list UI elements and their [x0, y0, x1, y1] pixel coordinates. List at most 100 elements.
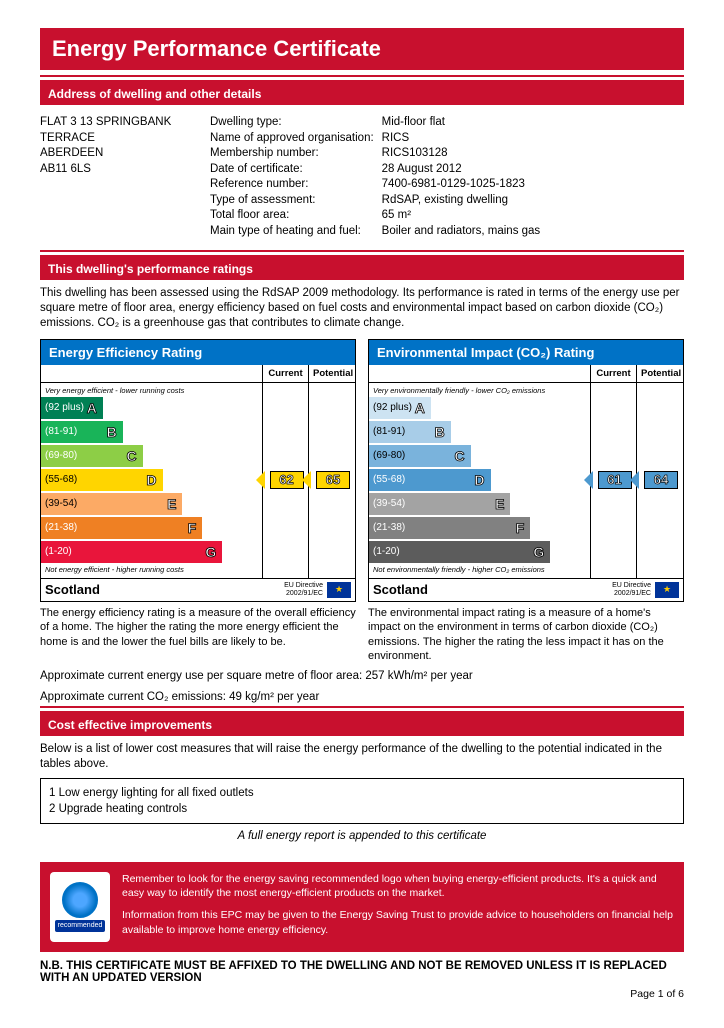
description-row: The energy efficiency rating is a measur… [40, 606, 684, 663]
info-para-2: Information from this EPC may be given t… [122, 908, 674, 936]
approx-energy-use: Approximate current energy use per squar… [40, 669, 684, 684]
info-banner-text: Remember to look for the energy saving r… [122, 872, 674, 942]
band-letter: C [455, 448, 465, 464]
band-letter: D [146, 472, 156, 488]
logo-recommended-label: recommended [55, 920, 106, 931]
efficiency-col-potential: Potential [309, 365, 355, 382]
efficiency-eu-directive: EU Directive 2002/91/EC ★ [284, 582, 351, 598]
band-letter: D [474, 472, 484, 488]
efficiency-band-f: (21-38) F [41, 517, 202, 539]
efficiency-current-arrow: 62 [270, 471, 304, 489]
label-reference: Reference number: [210, 177, 374, 193]
performance-intro: This dwelling has been assessed using th… [40, 286, 684, 331]
efficiency-country: Scotland [45, 582, 100, 597]
impact-band-b: (81-91) B [369, 421, 451, 443]
efficiency-potential-arrow: 65 [316, 471, 350, 489]
value-org-name: RICS [382, 131, 541, 147]
address-block: FLAT 3 13 SPRINGBANK TERRACE ABERDEEN AB… [40, 111, 684, 243]
address-section-header: Address of dwelling and other details [40, 80, 684, 105]
band-range: (69-80) [373, 450, 405, 461]
impact-note-bottom: Not environmentally friendly - higher CO… [369, 564, 590, 575]
label-org-name: Name of approved organisation: [210, 131, 374, 147]
address-line-3: ABERDEEN [40, 146, 190, 162]
band-letter: B [435, 424, 445, 440]
improvement-item-1: 1 Low energy lighting for all fixed outl… [49, 785, 675, 801]
band-letter: A [87, 400, 97, 416]
impact-note-top: Very environmentally friendly - lower CO… [369, 385, 590, 396]
band-range: (81-91) [373, 426, 405, 437]
label-heating: Main type of heating and fuel: [210, 224, 374, 240]
value-date: 28 August 2012 [382, 162, 541, 178]
value-floor-area: 65 m² [382, 208, 541, 224]
improvements-box: 1 Low energy lighting for all fixed outl… [40, 778, 684, 824]
efficiency-note-top: Very energy efficient - lower running co… [41, 385, 262, 396]
efficiency-title: Energy Efficiency Rating [41, 340, 355, 365]
impact-country: Scotland [373, 582, 428, 597]
band-range: (55-68) [45, 474, 77, 485]
approx-co2-emissions: Approximate current CO₂ emissions: 49 kg… [40, 690, 684, 705]
efficiency-potential-col: 65 [309, 383, 355, 578]
band-range: (39-54) [45, 498, 77, 509]
ratings-row: Energy Efficiency Rating Current Potenti… [40, 339, 684, 602]
performance-section-header: This dwelling's performance ratings [40, 255, 684, 280]
band-range: (55-68) [373, 474, 405, 485]
appendix-note: A full energy report is appended to this… [40, 830, 684, 842]
band-range: (92 plus) [45, 402, 84, 413]
efficiency-band-d: (55-68) D [41, 469, 163, 491]
band-letter: E [167, 496, 176, 512]
detail-labels: Dwelling type: Name of approved organisa… [210, 115, 374, 239]
energy-saving-trust-logo: recommended [50, 872, 110, 942]
label-membership: Membership number: [210, 146, 374, 162]
impact-band-c: (69-80) C [369, 445, 471, 467]
efficiency-col-current: Current [263, 365, 309, 382]
nb-notice: N.B. THIS CERTIFICATE MUST BE AFFIXED TO… [40, 960, 684, 984]
efficiency-band-e: (39-54) E [41, 493, 182, 515]
band-letter: G [205, 544, 216, 560]
impact-band-g: (1-20) G [369, 541, 550, 563]
band-range: (1-20) [45, 546, 72, 557]
efficiency-column-headers: Current Potential [41, 365, 355, 383]
impact-title: Environmental Impact (CO₂) Rating [369, 340, 683, 365]
band-letter: A [415, 400, 425, 416]
page-number: Page 1 of 6 [40, 988, 684, 1000]
label-date: Date of certificate: [210, 162, 374, 178]
impact-col-potential: Potential [637, 365, 683, 382]
value-reference: 7400-6981-0129-1025-1823 [382, 177, 541, 193]
band-letter: B [107, 424, 117, 440]
impact-band-e: (39-54) E [369, 493, 510, 515]
improvements-intro: Below is a list of lower cost measures t… [40, 742, 684, 772]
band-letter: F [188, 520, 197, 536]
efficiency-band-a: (92 plus) A [41, 397, 103, 419]
cost-section-header: Cost effective improvements [40, 711, 684, 736]
band-range: (69-80) [45, 450, 77, 461]
impact-potential-value: 64 [654, 472, 668, 487]
band-letter: G [533, 544, 544, 560]
efficiency-note-bottom: Not energy efficient - higher running co… [41, 564, 262, 575]
improvement-item-2: 2 Upgrade heating controls [49, 801, 675, 817]
impact-band-d: (55-68) D [369, 469, 491, 491]
band-letter: C [127, 448, 137, 464]
efficiency-footer: Scotland EU Directive 2002/91/EC ★ [41, 579, 355, 601]
impact-description: The environmental impact rating is a mea… [368, 606, 684, 663]
page-title: Energy Performance Certificate [40, 28, 684, 70]
info-para-1: Remember to look for the energy saving r… [122, 872, 674, 900]
efficiency-current-value: 62 [279, 472, 293, 487]
value-heating: Boiler and radiators, mains gas [382, 224, 541, 240]
efficiency-rating-card: Energy Efficiency Rating Current Potenti… [40, 339, 356, 602]
label-assessment: Type of assessment: [210, 193, 374, 209]
band-range: (39-54) [373, 498, 405, 509]
impact-band-a: (92 plus) A [369, 397, 431, 419]
efficiency-bands: Very energy efficient - lower running co… [41, 383, 263, 578]
value-assessment: RdSAP, existing dwelling [382, 193, 541, 209]
impact-col-current: Current [591, 365, 637, 382]
impact-band-f: (21-38) F [369, 517, 530, 539]
efficiency-potential-value: 65 [326, 472, 340, 487]
band-range: (1-20) [373, 546, 400, 557]
efficiency-band-b: (81-91) B [41, 421, 123, 443]
address-line-4: AB11 6LS [40, 162, 190, 178]
band-range: (21-38) [45, 522, 77, 533]
impact-current-value: 61 [607, 472, 621, 487]
impact-potential-arrow: 64 [644, 471, 678, 489]
eu-flag-icon: ★ [327, 582, 351, 598]
efficiency-description: The energy efficiency rating is a measur… [40, 606, 356, 663]
